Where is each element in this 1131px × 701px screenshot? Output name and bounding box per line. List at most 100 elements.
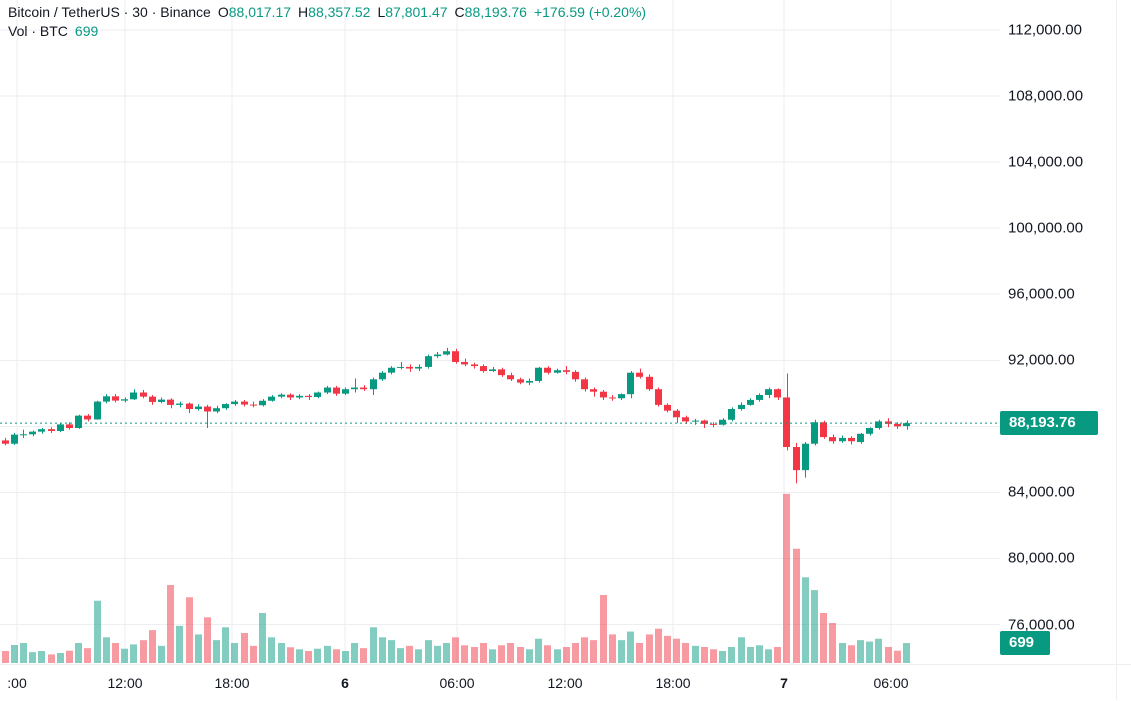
volume-bar xyxy=(406,645,413,663)
volume-bar xyxy=(66,650,73,663)
volume-bar xyxy=(461,645,468,663)
volume-bar xyxy=(121,648,128,663)
volume-bar xyxy=(554,649,561,663)
volume-bar xyxy=(388,640,395,663)
price-change: +176.59 (+0.20%) xyxy=(533,4,647,20)
candle-body xyxy=(507,375,514,380)
volume-bar xyxy=(903,643,910,663)
volume-bar xyxy=(618,640,625,663)
volume-bar xyxy=(728,647,735,663)
candle-body xyxy=(140,392,147,397)
candle-body xyxy=(894,423,901,427)
volume-bar xyxy=(379,637,386,663)
candle-body xyxy=(673,410,680,418)
candle-body xyxy=(38,429,45,432)
volume-bar xyxy=(333,649,340,663)
candle-body xyxy=(241,401,248,405)
candle-body xyxy=(480,366,487,372)
volume-bar xyxy=(866,641,873,663)
volume-label[interactable]: Vol · BTC xyxy=(8,23,68,39)
candle-body xyxy=(609,397,616,399)
volume-bar xyxy=(701,647,708,663)
candle-body xyxy=(103,396,110,402)
volume-bar xyxy=(848,645,855,663)
volume-bar xyxy=(38,651,45,663)
candle-body xyxy=(443,351,450,355)
candle-body xyxy=(829,437,836,442)
volume-bar xyxy=(443,643,450,663)
candle-body xyxy=(415,366,422,369)
volume-bar xyxy=(351,643,358,663)
volume-bar xyxy=(11,645,18,663)
volume-bar xyxy=(793,548,800,663)
candle-body xyxy=(452,351,459,362)
candle-body xyxy=(406,366,413,369)
volume-bar xyxy=(204,617,211,663)
candle-body xyxy=(701,420,708,424)
volume-bar xyxy=(259,613,266,663)
time-axis-label: 18:00 xyxy=(655,675,691,691)
time-axis-label: 18:00 xyxy=(214,675,250,691)
volume-bar xyxy=(885,647,892,663)
candle-body xyxy=(158,399,165,402)
candle-body xyxy=(544,367,551,373)
candle-body xyxy=(903,423,910,427)
volume-value: 699 xyxy=(74,23,99,39)
candle-body xyxy=(848,437,855,442)
symbol-title[interactable]: Bitcoin / TetherUS · 30 · Binance xyxy=(8,4,211,20)
volume-bar xyxy=(167,585,174,663)
volume-bar xyxy=(875,638,882,663)
candle-body xyxy=(811,422,818,444)
candle-body xyxy=(738,404,745,410)
volume-bar xyxy=(158,645,165,663)
candle-body xyxy=(94,401,101,420)
candle-body xyxy=(176,403,183,405)
candle-body xyxy=(84,415,91,420)
candle-body xyxy=(250,404,257,406)
chart-legend: Bitcoin / TetherUS · 30 · Binance O88,01… xyxy=(8,3,646,41)
candle-body xyxy=(296,395,303,398)
volume-bar xyxy=(646,634,653,663)
volume-bar xyxy=(314,648,321,663)
volume-bar xyxy=(747,647,754,663)
candle-body xyxy=(213,408,220,412)
volume-bar xyxy=(140,640,147,663)
volume-bar xyxy=(563,647,570,663)
volume-bar xyxy=(517,647,524,663)
candle-body xyxy=(646,376,653,390)
candle-body xyxy=(425,356,432,367)
volume-bar xyxy=(471,647,478,663)
volume-bar xyxy=(48,654,55,663)
candle-body xyxy=(636,372,643,377)
candle-body xyxy=(461,361,468,365)
volume-bar xyxy=(84,648,91,663)
candle-body xyxy=(397,366,404,368)
time-axis[interactable]: :00 12:00 18:00 6 06:00 12:00 18:00 7 06:00 xyxy=(0,664,1131,701)
legend-volume-row: Vol · BTC 699 xyxy=(8,22,646,41)
volume-bar xyxy=(829,623,836,663)
volume-bar xyxy=(894,650,901,663)
volume-bar xyxy=(75,643,82,663)
candle-body xyxy=(498,369,505,376)
volume-bar xyxy=(231,643,238,663)
volume-bar xyxy=(636,643,643,663)
volume-bar xyxy=(176,625,183,663)
candle-body xyxy=(186,403,193,410)
candle-body xyxy=(278,394,285,397)
volume-bar xyxy=(802,577,809,663)
candle-body xyxy=(287,394,294,398)
volume-bar xyxy=(342,651,349,663)
time-axis-label: 12:00 xyxy=(107,675,143,691)
candle-body xyxy=(627,372,634,395)
candle-body xyxy=(692,420,699,422)
volume-bar xyxy=(811,590,818,663)
volume-bar xyxy=(857,640,864,663)
volume-bar xyxy=(415,649,422,663)
volume-bar xyxy=(820,613,827,663)
candle-body xyxy=(590,389,597,392)
volume-bar xyxy=(305,651,312,663)
candle-body xyxy=(554,370,561,373)
volume-bar xyxy=(250,645,257,663)
time-axis-day-label: 7 xyxy=(780,675,788,691)
